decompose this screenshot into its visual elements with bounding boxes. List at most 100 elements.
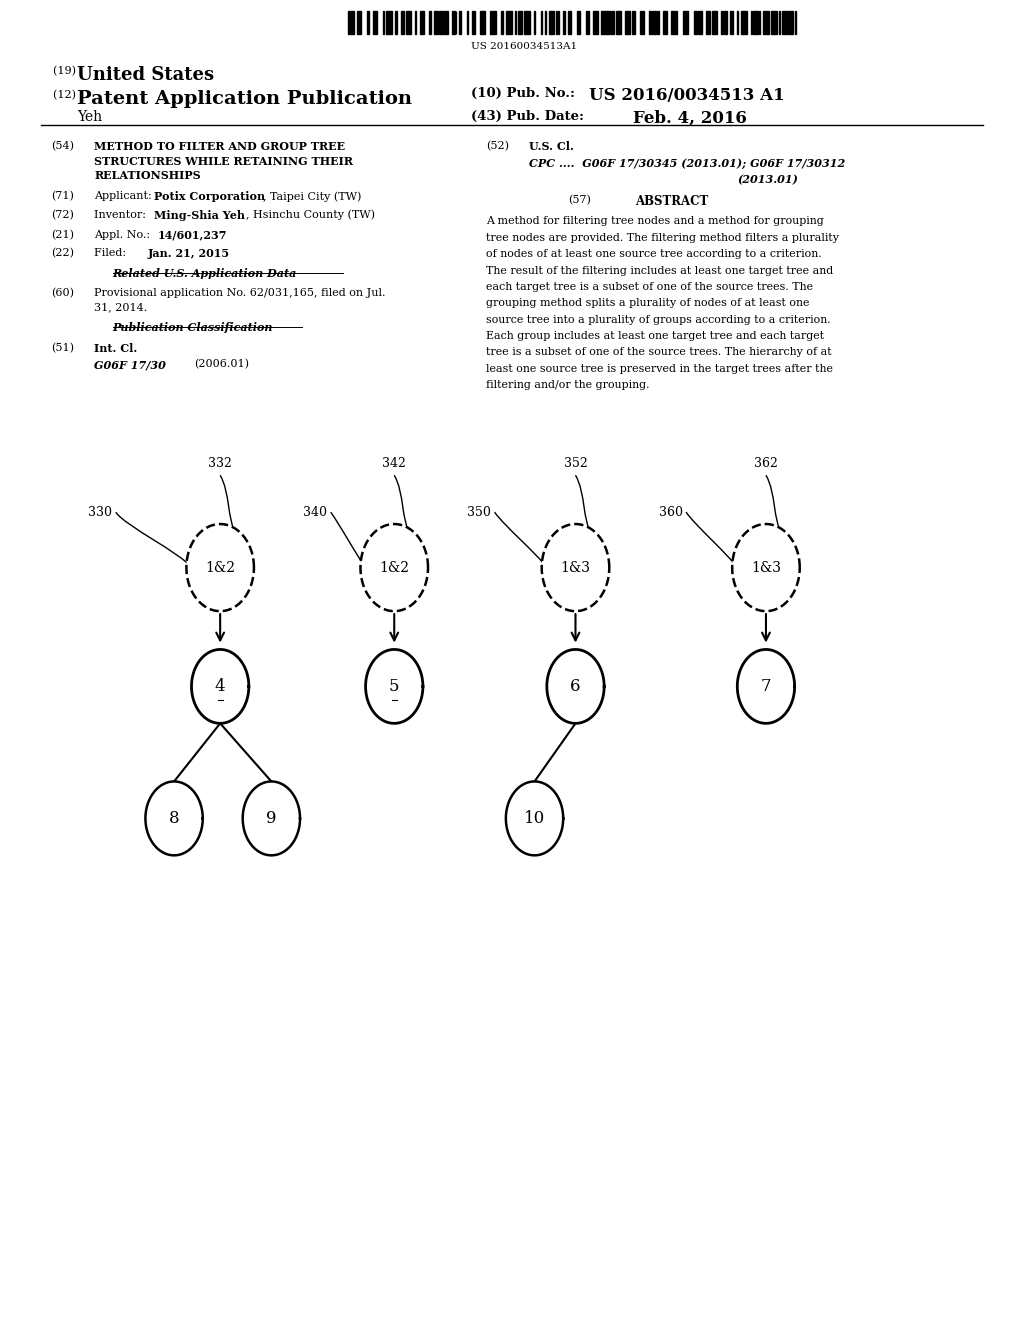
Polygon shape (360, 524, 428, 611)
Bar (459, 11, 461, 34)
Bar (556, 11, 557, 34)
Text: (71): (71) (51, 191, 74, 202)
Text: U.S. Cl.: U.S. Cl. (529, 141, 574, 152)
Bar (611, 11, 614, 34)
Text: (52): (52) (486, 141, 509, 152)
Text: Yeh: Yeh (77, 110, 102, 124)
Text: tree nodes are provided. The filtering method filters a plurality: tree nodes are provided. The filtering m… (486, 232, 840, 243)
Text: A method for filtering tree nodes and a method for grouping: A method for filtering tree nodes and a … (486, 216, 824, 227)
Bar (707, 11, 710, 34)
Polygon shape (191, 649, 249, 723)
Bar (501, 11, 503, 34)
Text: (2006.01): (2006.01) (195, 359, 250, 370)
Bar (518, 11, 522, 34)
Text: 7: 7 (761, 678, 771, 694)
Text: Provisional application No. 62/031,165, filed on Jul.: Provisional application No. 62/031,165, … (94, 288, 386, 298)
Text: , Hsinchu County (TW): , Hsinchu County (TW) (246, 210, 375, 220)
Text: 352: 352 (563, 457, 588, 470)
Polygon shape (732, 524, 800, 611)
Text: Appl. No.:: Appl. No.: (94, 230, 158, 240)
Bar (541, 11, 542, 34)
Text: filtering and/or the grouping.: filtering and/or the grouping. (486, 380, 650, 391)
Text: Jan. 21, 2015: Jan. 21, 2015 (147, 248, 229, 259)
Bar (386, 11, 392, 34)
Bar (606, 11, 609, 34)
Bar (753, 11, 759, 34)
Bar (563, 11, 565, 34)
Bar (348, 11, 354, 34)
Text: Potix Corporation: Potix Corporation (154, 191, 265, 202)
Text: Patent Application Publication: Patent Application Publication (77, 90, 412, 108)
Polygon shape (737, 649, 795, 723)
Text: 31, 2014.: 31, 2014. (94, 302, 147, 313)
Text: (19): (19) (53, 66, 80, 77)
Polygon shape (506, 781, 563, 855)
Bar (771, 11, 773, 34)
Text: (10) Pub. No.:: (10) Pub. No.: (471, 87, 585, 100)
Text: STRUCTURES WHILE RETAINING THEIR: STRUCTURES WHILE RETAINING THEIR (94, 156, 353, 166)
Bar (724, 11, 727, 34)
Bar (683, 11, 688, 34)
Text: Feb. 4, 2016: Feb. 4, 2016 (633, 110, 746, 127)
Text: CPC ....  G06F 17/30345 (2013.01); G06F 17/30312: CPC .... G06F 17/30345 (2013.01); G06F 1… (529, 158, 846, 169)
Text: 332: 332 (208, 457, 232, 470)
Text: 330: 330 (88, 506, 113, 519)
Bar (712, 11, 718, 34)
Bar (506, 11, 512, 34)
Text: (54): (54) (51, 141, 74, 152)
Bar (434, 11, 437, 34)
Text: 1&2: 1&2 (379, 561, 410, 574)
Bar (480, 11, 485, 34)
Bar (407, 11, 411, 34)
Text: tree is a subset of one of the source trees. The hierarchy of at: tree is a subset of one of the source tr… (486, 347, 833, 358)
Text: 6: 6 (570, 678, 581, 694)
Bar (420, 11, 424, 34)
Text: Ming-Shia Yeh: Ming-Shia Yeh (154, 210, 245, 220)
Bar (443, 11, 447, 34)
Bar (429, 11, 431, 34)
Bar (558, 11, 559, 34)
Text: US 20160034513A1: US 20160034513A1 (471, 42, 578, 51)
Bar (672, 11, 677, 34)
Text: 8: 8 (169, 810, 179, 826)
Text: source tree into a plurality of groups according to a criterion.: source tree into a plurality of groups a… (486, 314, 831, 325)
Text: 360: 360 (658, 506, 683, 519)
Text: Related U.S. Application Data: Related U.S. Application Data (113, 268, 297, 279)
Text: 5: 5 (389, 678, 399, 694)
Bar (763, 11, 769, 34)
Text: (2013.01): (2013.01) (737, 174, 798, 185)
Bar (787, 11, 794, 34)
Text: (60): (60) (51, 288, 74, 298)
Text: US 2016/0034513 A1: US 2016/0034513 A1 (589, 87, 784, 104)
Text: (72): (72) (51, 210, 74, 220)
Text: , Taipei City (TW): , Taipei City (TW) (263, 191, 361, 202)
Text: 362: 362 (754, 457, 778, 470)
Bar (664, 11, 667, 34)
Bar (367, 11, 369, 34)
Text: (51): (51) (51, 343, 74, 354)
Text: The result of the filtering includes at least one target tree and: The result of the filtering includes at … (486, 265, 834, 276)
Bar (782, 11, 786, 34)
Text: (12): (12) (53, 90, 80, 100)
Text: METHOD TO FILTER AND GROUP TREE: METHOD TO FILTER AND GROUP TREE (94, 141, 345, 152)
Bar (652, 11, 655, 34)
Bar (577, 11, 580, 34)
Text: ABSTRACT: ABSTRACT (635, 195, 709, 209)
Text: (22): (22) (51, 248, 74, 259)
Text: of nodes of at least one source tree according to a criterion.: of nodes of at least one source tree acc… (486, 249, 822, 259)
Text: 350: 350 (467, 506, 492, 519)
Text: Publication Classification: Publication Classification (113, 322, 273, 333)
Text: grouping method splits a plurality of nodes of at least one: grouping method splits a plurality of no… (486, 298, 810, 309)
Bar (549, 11, 554, 34)
Bar (626, 11, 630, 34)
Text: (21): (21) (51, 230, 74, 240)
Text: 10: 10 (524, 810, 545, 826)
Text: Filed:: Filed: (94, 248, 155, 259)
Bar (438, 11, 441, 34)
Bar (472, 11, 475, 34)
Bar (400, 11, 403, 34)
Text: 9: 9 (266, 810, 276, 826)
Text: Int. Cl.: Int. Cl. (94, 343, 137, 354)
Bar (649, 11, 651, 34)
Bar (693, 11, 696, 34)
